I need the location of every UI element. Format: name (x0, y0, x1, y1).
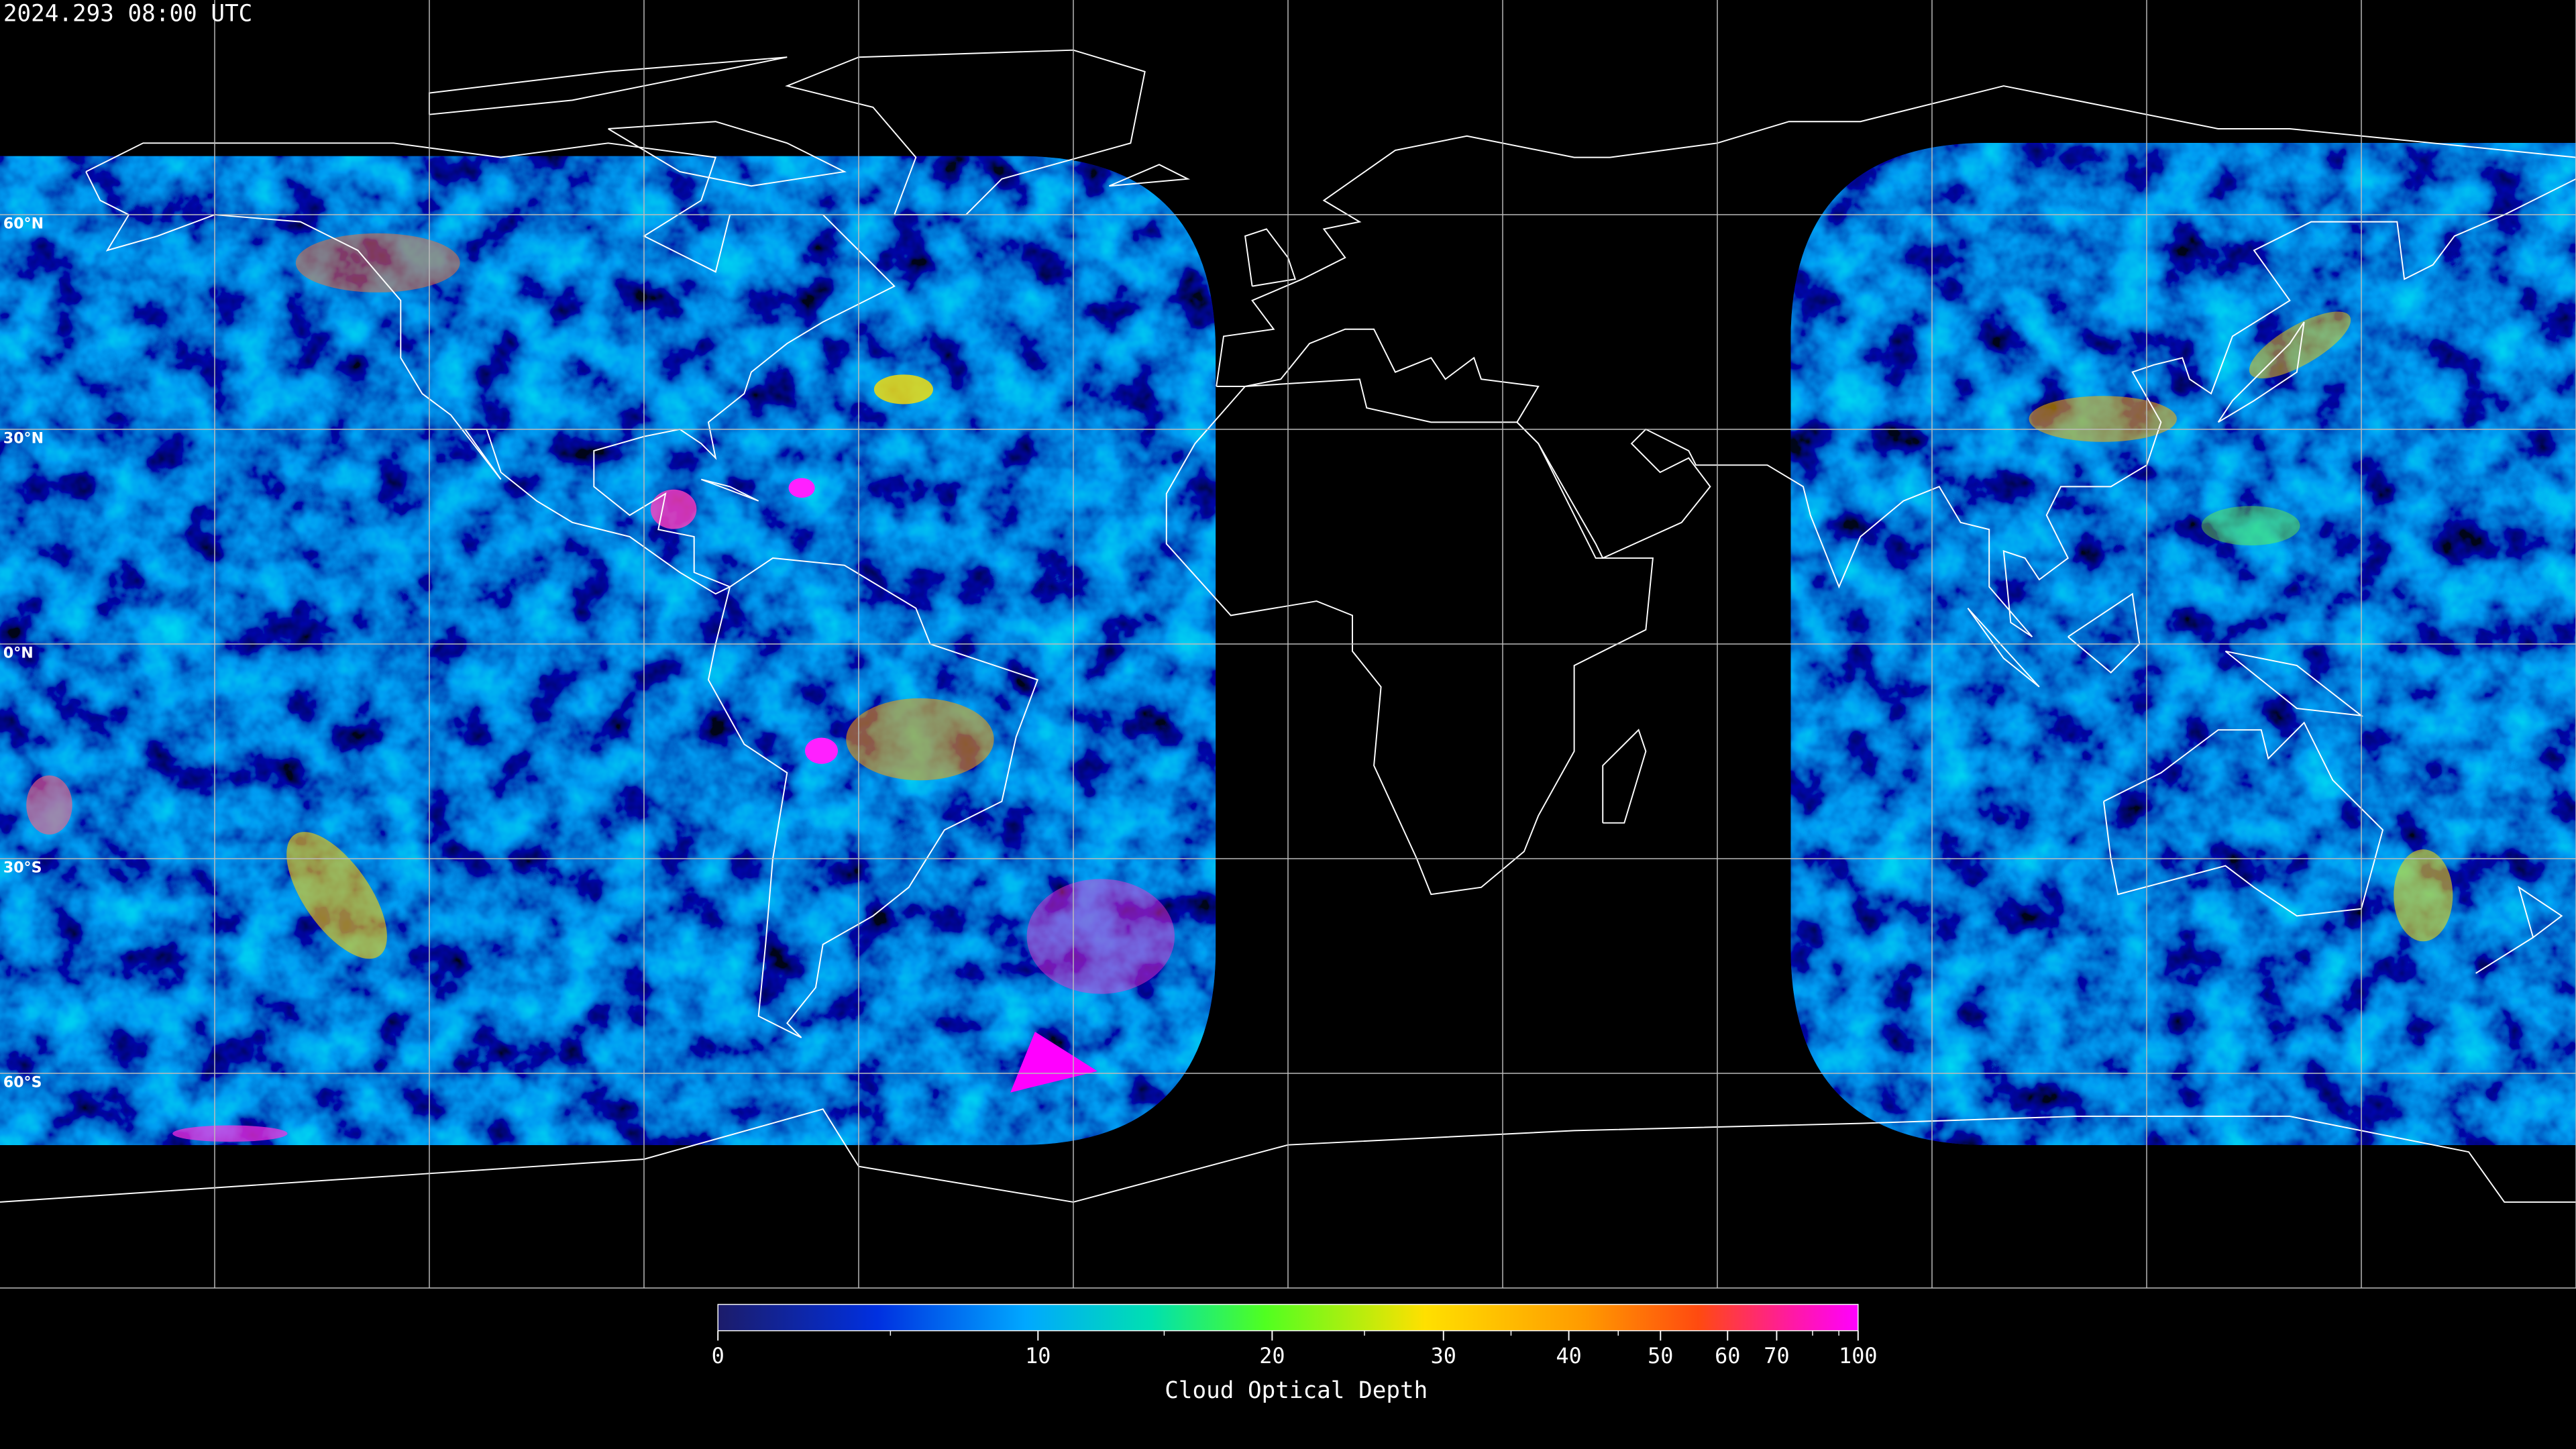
latitude-labels: 60°N 30°N 0°N 30°S 60°S (3, 216, 44, 1091)
latitude-label: 60°S (3, 1075, 42, 1091)
latitude-label: 30°S (3, 860, 42, 877)
coastline (2217, 321, 2305, 423)
colorbar-tick-label: 40 (1556, 1343, 1581, 1368)
cloud-texture (1790, 143, 2576, 1145)
coastline (1216, 85, 2576, 638)
colorbar-tick-label: 70 (1764, 1343, 1789, 1368)
cloud-blob (650, 489, 697, 529)
coastline (1108, 164, 1191, 187)
latitude-label: 60°N (3, 216, 44, 233)
cloud-blob (788, 478, 815, 498)
cloud-blob (1010, 1031, 1097, 1093)
graticule (0, 0, 2576, 1289)
coastline (1602, 729, 1647, 824)
cloud-blob (295, 233, 460, 292)
cloud-blob (26, 775, 72, 835)
cloud-blob (2029, 396, 2177, 442)
cloud-texture (0, 156, 1216, 1145)
colorbar-tick-label: 60 (1715, 1343, 1740, 1368)
cloud-blob (2201, 506, 2300, 546)
coastline (85, 142, 896, 595)
colorbar-tick-label: 0 (712, 1343, 724, 1368)
colorbar-tick-label: 100 (1839, 1343, 1877, 1368)
colorbar-label: Cloud Optical Depth (1165, 1377, 1428, 1404)
cloud-blob (2249, 311, 2351, 379)
cloud-swath-west (0, 156, 1216, 1145)
cloud-blob (286, 832, 387, 959)
cloud-blob (172, 1125, 288, 1142)
cloud-blob (846, 698, 994, 781)
colorbar-tick-label: 10 (1025, 1343, 1051, 1368)
colorbar-ramp (717, 1303, 1859, 1332)
colorbar-tick-label: 50 (1648, 1343, 1673, 1368)
latitude-label: 0°N (3, 645, 34, 662)
coastline (608, 121, 847, 187)
coastline (700, 478, 759, 502)
colorbar: Cloud Optical Depth 0 10 20 30 40 50 60 70 100 (712, 1303, 1878, 1404)
cloud-blob (805, 737, 838, 764)
colorbar-tick-label: 30 (1431, 1343, 1456, 1368)
colorbar-tick-label: 20 (1259, 1343, 1285, 1368)
cloud-blob (1026, 879, 1175, 994)
cloud-blob (873, 374, 934, 405)
cloud-blob (2394, 849, 2453, 942)
cloud-swath-east (1790, 143, 2576, 1145)
coastline (1967, 607, 2040, 688)
coastline (2102, 721, 2384, 917)
latitude-label: 30°N (3, 431, 44, 447)
timestamp: 2024.293 08:00 UTC (3, 1, 252, 28)
coastline (2475, 885, 2563, 974)
coastline (707, 557, 1039, 1038)
